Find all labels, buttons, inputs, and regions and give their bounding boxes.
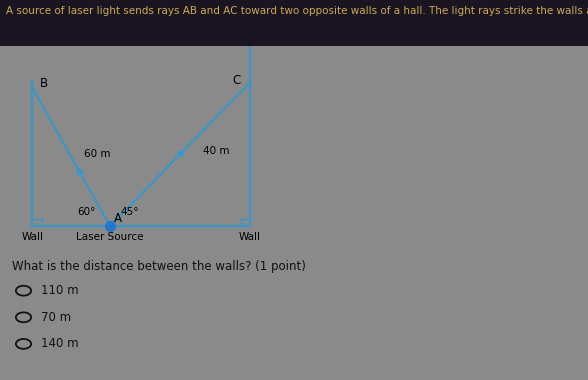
Text: 60 m: 60 m bbox=[84, 149, 111, 159]
Text: B: B bbox=[40, 77, 48, 90]
Text: 70 m: 70 m bbox=[41, 311, 71, 324]
Text: A: A bbox=[114, 212, 122, 225]
Text: Wall: Wall bbox=[21, 231, 44, 242]
Text: Wall: Wall bbox=[239, 231, 261, 242]
Text: 140 m: 140 m bbox=[41, 337, 79, 350]
Text: 110 m: 110 m bbox=[41, 284, 79, 297]
Text: 60°: 60° bbox=[78, 207, 96, 217]
Text: What is the distance between the walls? (1 point): What is the distance between the walls? … bbox=[12, 260, 306, 273]
Text: Laser Source: Laser Source bbox=[76, 231, 144, 242]
Text: C: C bbox=[232, 74, 240, 87]
Text: 45°: 45° bbox=[120, 207, 139, 217]
Text: 40 m: 40 m bbox=[203, 146, 230, 156]
Text: A source of laser light sends rays AB and AC toward two opposite walls of a hall: A source of laser light sends rays AB an… bbox=[6, 6, 588, 16]
